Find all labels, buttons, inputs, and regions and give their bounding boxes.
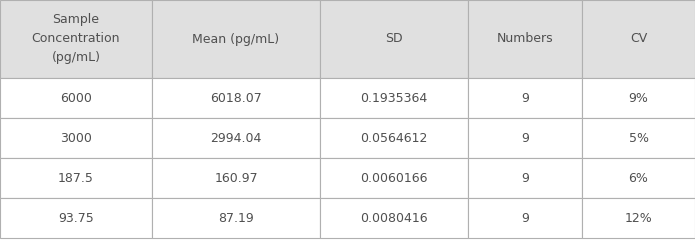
Bar [0,158,152,198]
Bar [468,78,582,118]
Text: 0.0080416: 0.0080416 [360,212,428,225]
Text: 3000: 3000 [60,132,92,145]
Text: 9: 9 [521,212,529,225]
Text: 9: 9 [521,172,529,185]
Bar [320,158,468,198]
Text: 187.5: 187.5 [58,172,94,185]
Text: SD: SD [385,33,403,46]
Bar [0,0,152,78]
Bar [152,0,320,78]
Bar [320,118,468,158]
Text: 0.0060166: 0.0060166 [360,172,427,185]
Bar [320,0,468,78]
Bar [152,198,320,238]
Bar [0,118,152,158]
Bar [468,0,582,78]
Text: 0.1935364: 0.1935364 [361,92,427,105]
Text: 9: 9 [521,132,529,145]
Bar [152,118,320,158]
Text: Numbers: Numbers [497,33,553,46]
Bar [582,158,695,198]
Text: 12%: 12% [625,212,653,225]
Bar [582,0,695,78]
Text: 9%: 9% [628,92,648,105]
Text: 6000: 6000 [60,92,92,105]
Bar [152,158,320,198]
Text: 5%: 5% [628,132,648,145]
Text: 2994.04: 2994.04 [211,132,262,145]
Bar [582,198,695,238]
Text: Sample
Concentration
(pg/mL): Sample Concentration (pg/mL) [32,13,120,65]
Text: Mean (pg/mL): Mean (pg/mL) [193,33,279,46]
Bar [468,118,582,158]
Text: 6018.07: 6018.07 [210,92,262,105]
Bar [582,78,695,118]
Bar [152,78,320,118]
Text: 160.97: 160.97 [214,172,258,185]
Text: 0.0564612: 0.0564612 [360,132,427,145]
Text: CV: CV [630,33,647,46]
Bar [468,158,582,198]
Bar [320,198,468,238]
Bar [320,78,468,118]
Text: 87.19: 87.19 [218,212,254,225]
Bar [0,78,152,118]
Bar [582,118,695,158]
Text: 9: 9 [521,92,529,105]
Bar [0,198,152,238]
Bar [468,198,582,238]
Text: 6%: 6% [628,172,648,185]
Text: 93.75: 93.75 [58,212,94,225]
